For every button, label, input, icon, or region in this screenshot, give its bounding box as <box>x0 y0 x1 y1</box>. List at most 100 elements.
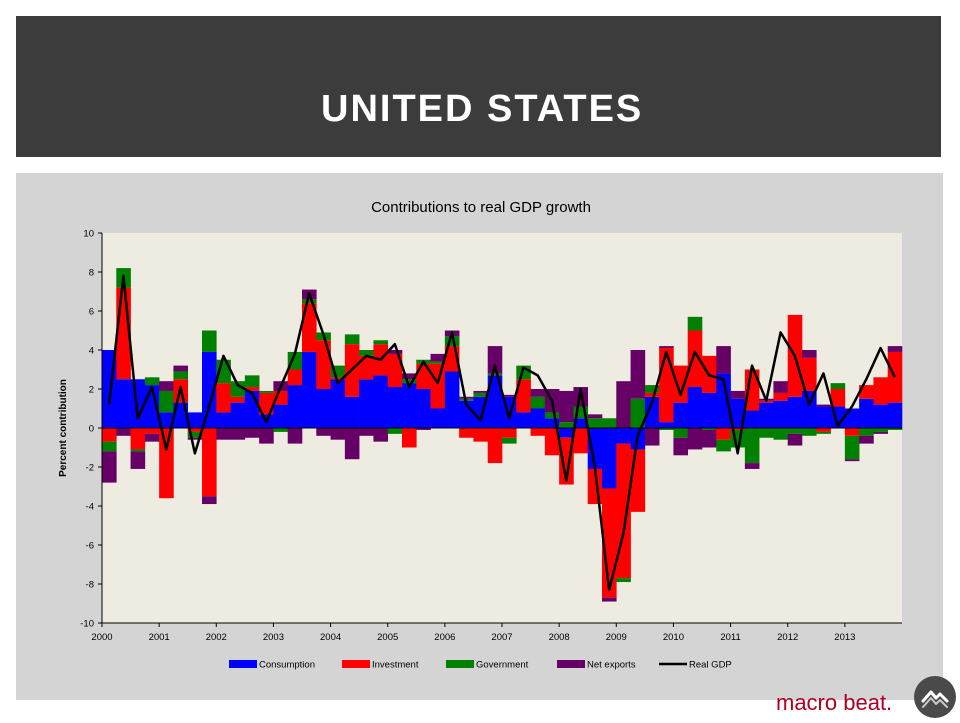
bar-investment-2000Q1 <box>102 428 117 442</box>
bar-government-2009Q2 <box>630 398 646 428</box>
bar-net-exports-2010Q4 <box>716 346 731 374</box>
bar-net-exports-2008Q1 <box>559 390 574 423</box>
bar-investment-2011Q1 <box>730 428 746 430</box>
bar-net-exports-2009Q3 <box>644 428 660 446</box>
bar-net-exports-2003Q2 <box>287 428 303 444</box>
bar-net-exports-2001Q3 <box>187 437 203 440</box>
x-tick-label: 2000 <box>91 632 112 643</box>
x-tick-label: 2010 <box>663 632 684 643</box>
y-tick-label: 8 <box>89 268 94 279</box>
bar-consumption-2009Q4 <box>659 422 674 428</box>
bar-consumption-2001Q4 <box>202 351 217 428</box>
bar-consumption-2002Q2 <box>230 402 246 428</box>
bar-investment-2012Q2 <box>802 357 817 391</box>
bar-government-2005Q4 <box>430 361 446 364</box>
bar-consumption-2002Q3 <box>244 390 260 428</box>
bar-government-2008Q2 <box>573 406 589 419</box>
bar-investment-2004Q3 <box>359 355 374 380</box>
bar-net-exports-2002Q2 <box>230 428 246 440</box>
bar-government-2009Q4 <box>659 428 674 430</box>
y-tick-label: -8 <box>86 580 94 591</box>
bar-net-exports-2005Q4 <box>430 353 446 362</box>
bar-government-2004Q3 <box>359 350 374 356</box>
bar-investment-2006Q4 <box>487 428 503 464</box>
bar-consumption-2008Q3 <box>587 428 603 469</box>
x-tick-label: 2006 <box>434 632 455 643</box>
bar-net-exports-2004Q2 <box>344 428 360 460</box>
bar-government-2000Q3 <box>130 449 146 452</box>
bar-consumption-2010Q1 <box>673 402 689 428</box>
legend-label-real-gdp: Real GDP <box>689 660 732 671</box>
bar-net-exports-2009Q1 <box>616 381 631 428</box>
bar-consumption-2011Q4 <box>773 400 789 428</box>
bar-consumption-2006Q1 <box>444 371 460 428</box>
bar-consumption-2005Q3 <box>416 389 431 428</box>
bar-consumption-2011Q2 <box>744 410 760 428</box>
bar-net-exports-2007Q1 <box>502 394 517 397</box>
axes-layer: -10 -8 -6 -4 -2 0 2 4 6 8 10 2000 2001 2002 2003 2004 20… <box>80 229 902 643</box>
y-tick-label: 10 <box>83 229 94 240</box>
bar-government-2007Q3 <box>530 396 546 409</box>
chart-panel: Contributions to real GDP growth -10 -8 -6… <box>16 173 943 700</box>
bar-net-exports-2013Q3 <box>873 431 889 434</box>
bar-consumption-2001Q3 <box>187 412 203 428</box>
chart-title: Contributions to real GDP growth <box>371 199 591 216</box>
bar-government-2011Q4 <box>773 428 789 440</box>
bar-government-2007Q4 <box>544 412 560 419</box>
bar-investment-2010Q2 <box>687 330 703 388</box>
x-tick-label: 2004 <box>320 632 341 643</box>
bar-consumption-2004Q3 <box>359 379 374 428</box>
bar-consumption-2009Q1 <box>616 428 631 444</box>
bar-net-exports-2001Q1 <box>159 381 174 391</box>
bar-net-exports-2000Q2 <box>116 428 131 436</box>
bar-net-exports-2006Q2 <box>459 396 474 399</box>
bar-government-2009Q3 <box>644 385 660 393</box>
y-tick-label: 0 <box>89 424 94 435</box>
bar-government-2010Q2 <box>687 316 703 331</box>
bar-consumption-2008Q1 <box>559 428 574 438</box>
bar-consumption-2007Q2 <box>516 412 531 428</box>
bar-government-2011Q2 <box>744 428 760 464</box>
bar-net-exports-2006Q3 <box>473 390 489 393</box>
gdp-contribution-chart: Contributions to real GDP growth -10 -8 -6… <box>58 199 903 671</box>
legend-swatch-consumption <box>229 660 257 668</box>
bar-government-2007Q1 <box>502 437 517 444</box>
bar-net-exports-2005Q3 <box>416 428 431 430</box>
bar-consumption-2013Q4 <box>887 402 903 428</box>
bar-net-exports-2004Q1 <box>330 428 346 440</box>
bar-net-exports-2006Q4 <box>487 346 503 374</box>
bar-consumption-2006Q4 <box>487 375 503 428</box>
bar-investment-2002Q1 <box>216 383 231 413</box>
chart-legend: Consumption Investment Government Net expor… <box>229 660 732 671</box>
bar-investment-2007Q2 <box>516 379 531 413</box>
bar-consumption-2009Q3 <box>644 396 660 428</box>
bar-government-2013Q2 <box>859 428 874 436</box>
x-tick-label: 2008 <box>549 632 570 643</box>
bar-net-exports-2010Q1 <box>673 437 689 456</box>
bar-government-2004Q1 <box>330 365 346 378</box>
bar-investment-2001Q4 <box>202 428 217 497</box>
bar-consumption-2005Q2 <box>402 383 417 428</box>
title-banner: UNITED STATES <box>16 16 941 157</box>
bar-consumption-2000Q3 <box>130 379 146 428</box>
bar-government-2005Q1 <box>387 428 403 434</box>
bar-government-2002Q2 <box>230 381 246 397</box>
bar-net-exports-2005Q2 <box>402 373 417 380</box>
page-title: UNITED STATES <box>321 88 644 130</box>
bar-investment-2005Q1 <box>387 353 403 388</box>
bar-government-2012Q3 <box>816 431 831 434</box>
bar-government-2004Q2 <box>344 334 360 345</box>
bar-consumption-2000Q2 <box>116 379 131 428</box>
y-tick-label: 2 <box>89 385 94 396</box>
bar-consumption-2005Q1 <box>387 387 403 428</box>
bar-net-exports-2003Q4 <box>316 428 331 436</box>
legend-swatch-investment <box>342 660 370 668</box>
bar-government-2004Q4 <box>373 340 389 345</box>
legend-label-government: Government <box>476 660 529 671</box>
bar-consumption-2013Q3 <box>873 404 889 428</box>
bar-government-2009Q1 <box>616 578 631 583</box>
bar-investment-2006Q2 <box>459 428 474 438</box>
bar-investment-2012Q3 <box>816 428 831 432</box>
bar-net-exports-2012Q3 <box>816 404 831 407</box>
bar-consumption-2007Q4 <box>544 418 560 428</box>
